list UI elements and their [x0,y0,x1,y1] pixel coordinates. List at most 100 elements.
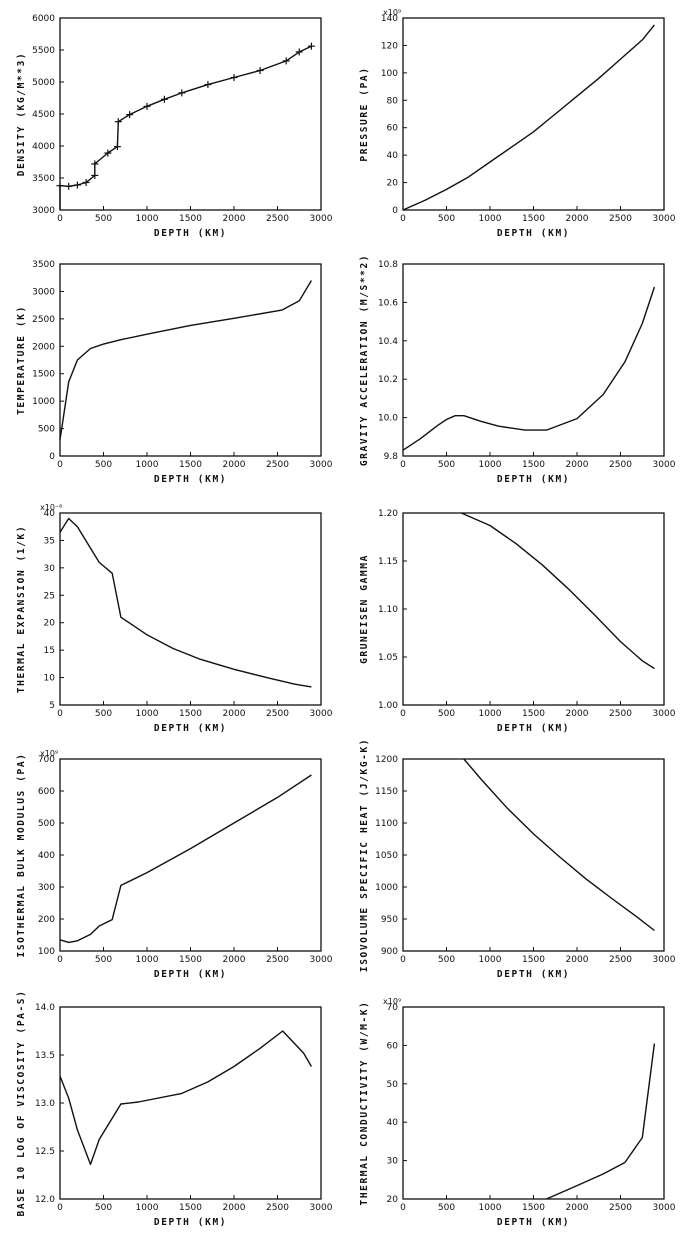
y-tick-label: 0 [49,452,55,462]
y-tick-label: 5500 [32,46,55,56]
data-point-marker [114,118,122,126]
y-tick-label: 3000 [32,287,55,297]
plot-frame [402,758,665,952]
y-tick-label: 12.5 [35,1147,55,1157]
x-tick-label: 2000 [566,1203,589,1213]
plot-frame [59,1006,322,1200]
series-line [463,758,655,932]
y-tick-label: 40 [44,509,56,519]
y-axis-label: ISOTHERMAL BULK MODULUS (PA) [16,753,27,958]
x-tick-label: 1500 [179,214,202,224]
y-tick-label: 3500 [32,174,55,184]
y-tick-label: 25 [44,591,55,601]
chart-panel-3: 0 500 1000 1500 2000 2500 3000 9.8 10.0 10.2 10.4 1… [359,254,676,485]
chart-panel-9: 0 500 1000 1500 2000 2500 3000 20 30 40 50 60 70x10⁹… [359,997,676,1228]
y-tick-label: 700 [38,755,55,765]
data-point-marker [104,149,112,157]
y-tick-label: 1.00 [378,701,398,711]
series-line [59,45,312,210]
data-point-marker [256,66,264,74]
x-tick-label: 2500 [266,709,289,719]
x-tick-label: 1500 [179,709,202,719]
data-point-marker [282,57,290,65]
data-point-marker [230,74,238,82]
x-tick-label: 2500 [609,955,632,965]
data-point-marker [178,89,186,97]
y-tick-label: 1500 [32,370,55,380]
x-tick-label: 2500 [609,1203,632,1213]
x-tick-label: 1000 [136,1203,159,1213]
chart-panel-8: 0 500 1000 1500 2000 2500 3000 12.0 12.5 13.0 13.5… [16,990,333,1228]
y-tick-label: 1000 [375,883,398,893]
x-tick-label: 1500 [179,460,202,470]
y-tick-label: 40 [387,1118,399,1128]
x-tick-label: 2000 [566,460,589,470]
y-tick-label: 1200 [375,755,398,765]
x-tick-label: 2000 [566,709,589,719]
y-axis-label: ISOVOLUME SPECIFIC HEAT (J/KG-K) [359,738,370,972]
data-point-marker [65,182,73,190]
y-tick-label: 20 [44,619,56,629]
data-point-marker [204,81,212,89]
x-axis-label: DEPTH (KM) [154,474,227,485]
chart-panel-7: 0 500 1000 1500 2000 2500 3000 900 950 1000 1050 11… [359,738,676,980]
series-line [461,512,655,670]
y-tick-label: 12.0 [35,1195,55,1205]
x-tick-label: 2000 [223,1203,246,1213]
x-tick-label: 3000 [653,460,676,470]
y-tick-label: 1150 [375,787,398,797]
x-axis-label: DEPTH (KM) [497,1217,570,1228]
y-tick-label: 1.10 [378,605,398,615]
x-tick-label: 1500 [179,1203,202,1213]
plot-frame [402,263,665,457]
x-tick-label: 1000 [479,709,502,719]
y-tick-label: 10.4 [378,337,398,347]
series-line [59,1030,313,1166]
x-tick-label: 0 [57,1203,63,1213]
x-axis-label: DEPTH (KM) [497,723,570,734]
data-point-marker [82,178,90,186]
y-tick-label: 35 [44,536,55,546]
series-line [59,774,312,944]
series-line [402,286,656,451]
y-tick-label: 1.05 [378,653,398,663]
plot-frame [402,1006,665,1200]
y-tick-label: 60 [387,124,399,134]
data-point-marker [295,48,303,56]
data-point-marker [126,111,134,119]
y-tick-label: 1.20 [378,509,398,519]
x-axis-label: DEPTH (KM) [497,474,570,485]
y-tick-label: 300 [38,883,55,893]
y-tick-label: 4000 [32,142,55,152]
y-tick-label: 10 [44,674,56,684]
y-tick-label: 9.8 [384,452,399,462]
x-tick-label: 1500 [522,955,545,965]
plot-frame [59,758,322,952]
x-tick-label: 3000 [653,214,676,224]
series-line [546,1043,656,1200]
y-tick-label: 6000 [32,14,55,24]
x-tick-label: 3000 [310,460,333,470]
y-tick-label: 3000 [32,206,55,216]
y-tick-label: 5000 [32,78,55,88]
x-tick-label: 500 [95,1203,112,1213]
x-tick-label: 0 [57,214,63,224]
y-axis-label: GRAVITY ACCELERATION (M/S**2) [359,254,370,466]
chart-panel-1: 0 500 1000 1500 2000 2500 3000 0 20 40 60 80 100 120 1… [359,8,676,239]
data-point-marker [91,171,99,179]
x-tick-label: 1000 [479,955,502,965]
y-tick-label: 80 [387,96,399,106]
y-tick-label: 4500 [32,110,55,120]
chart-panel-5: 0 500 1000 1500 2000 2500 3000 1.00 1.05 1.10 1.15… [359,509,676,734]
x-tick-label: 1500 [522,460,545,470]
y-tick-label: 5 [49,701,55,711]
x-tick-label: 2000 [223,709,246,719]
x-tick-label: 500 [438,955,455,965]
x-tick-label: 2000 [566,955,589,965]
x-tick-label: 1500 [522,1203,545,1213]
axis-multiplier: x10⁹ [383,997,401,1006]
y-tick-label: 100 [381,69,398,79]
x-tick-label: 0 [57,460,63,470]
y-tick-label: 100 [38,947,55,957]
x-tick-label: 500 [95,214,112,224]
